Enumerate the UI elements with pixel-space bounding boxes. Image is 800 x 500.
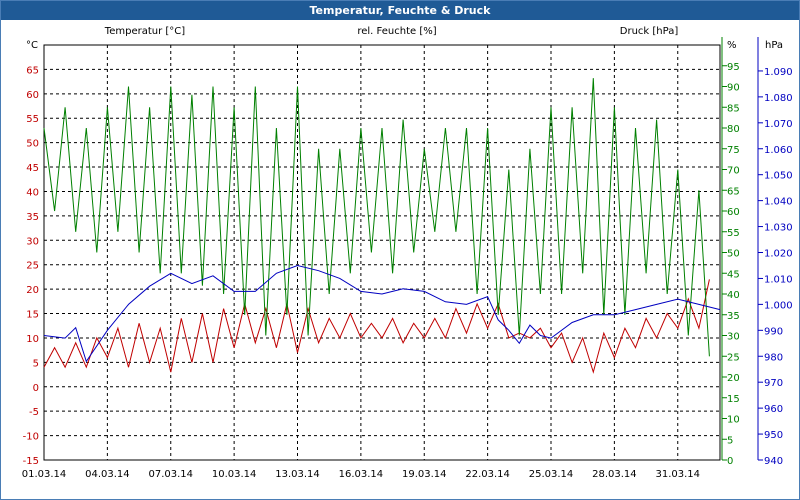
pressure-tick-label: 950 (764, 430, 783, 441)
pressure-tick-label: 980 (764, 352, 783, 363)
pressure-unit: hPa (765, 40, 783, 51)
x-tick-label: 04.03.14 (85, 469, 130, 480)
humidity-tick-label: 60 (727, 207, 740, 218)
pressure-tick-label: 1.010 (764, 274, 793, 285)
pressure-tick-label: 1.030 (764, 223, 793, 234)
pressure-tick-label: 1.020 (764, 249, 793, 260)
humidity-tick-label: 85 (727, 103, 740, 114)
temperature-tick-label: 60 (26, 90, 39, 101)
temperature-tick-label: 25 (26, 261, 39, 272)
humidity-tick-label: 70 (727, 166, 740, 177)
pressure-tick-label: 1.060 (764, 145, 793, 156)
humidity-unit: % (727, 40, 737, 51)
temperature-tick-label: -5 (29, 407, 39, 418)
humidity-tick-label: 0 (727, 456, 733, 467)
humidity-tick-label: 15 (727, 394, 740, 405)
pressure-tick-label: 1.000 (764, 300, 793, 311)
humidity-tick-label: 10 (727, 415, 740, 426)
pressure-tick-label: 1.040 (764, 197, 793, 208)
humidity-tick-label: 65 (727, 186, 740, 197)
pressure-axis: 940 950 960 970 980 990 1.000 1.010 1.020 1.030 1.… (757, 37, 793, 467)
pressure-tick-label: 1.090 (764, 67, 793, 78)
x-tick-label: 13.03.14 (275, 469, 320, 480)
axis-titles: Temperatur [°C] rel. Feuchte [%] Druck [… (26, 26, 783, 51)
temperature-unit: °C (26, 40, 38, 51)
temperature-tick-label: 20 (26, 285, 39, 296)
temperature-tick-label: -15 (23, 456, 39, 467)
temperature-tick-label: 5 (33, 358, 39, 369)
temperature-tick-label: 50 (26, 139, 39, 150)
humidity-tick-label: 30 (727, 332, 740, 343)
pressure-tick-label: 940 (764, 456, 783, 467)
x-axis: 01.03.14 04.03.14 07.03.14 10.03.14 13.03.14… (22, 469, 700, 480)
series-group (43, 78, 721, 374)
humidity-line (43, 78, 710, 357)
humidity-tick-label: 95 (727, 62, 740, 73)
temperature-tick-label: 10 (26, 334, 39, 345)
grid (43, 44, 721, 461)
x-tick-label: 01.03.14 (22, 469, 67, 480)
temperature-tick-label: -10 (23, 432, 39, 443)
x-tick-label: 07.03.14 (148, 469, 193, 480)
x-tick-label: 19.03.14 (402, 469, 447, 480)
humidity-tick-label: 5 (727, 435, 733, 446)
humidity-tick-label: 90 (727, 83, 740, 94)
temperature-tick-label: 15 (26, 310, 39, 321)
x-tick-label: 28.03.14 (592, 469, 637, 480)
pressure-tick-label: 960 (764, 404, 783, 415)
humidity-tick-label: 40 (727, 290, 740, 301)
x-tick-label: 22.03.14 (465, 469, 510, 480)
humidity-tick-label: 80 (727, 124, 740, 135)
temperature-tick-label: 0 (33, 383, 39, 394)
humidity-tick-label: 45 (727, 269, 740, 280)
x-tick-label: 10.03.14 (212, 469, 257, 480)
humidity-tick-label: 25 (727, 352, 740, 363)
temperature-axis-title: Temperatur [°C] (104, 26, 185, 37)
temperature-axis: -15 -10 -5 0 5 10 15 20 25 30 35 40 45 50 55 60 65 (23, 65, 39, 467)
pressure-tick-label: 970 (764, 378, 783, 389)
temperature-tick-label: 30 (26, 236, 39, 247)
x-tick-label: 31.03.14 (655, 469, 700, 480)
pressure-line (43, 264, 721, 363)
pressure-tick-label: 1.070 (764, 119, 793, 130)
humidity-tick-label: 50 (727, 249, 740, 260)
humidity-tick-label: 20 (727, 373, 740, 384)
humidity-tick-label: 55 (727, 228, 740, 239)
humidity-axis-title: rel. Feuchte [%] (357, 26, 436, 37)
humidity-tick-label: 75 (727, 145, 740, 156)
humidity-tick-label: 35 (727, 311, 740, 322)
pressure-tick-label: 990 (764, 326, 783, 337)
humidity-axis: 0 5 10 15 20 25 30 35 40 45 50 55 60 65 70 75 80 85 90 95 (721, 37, 740, 467)
temperature-tick-label: 40 (26, 187, 39, 198)
pressure-axis-title: Druck [hPa] (620, 26, 679, 37)
pressure-tick-label: 1.050 (764, 171, 793, 182)
temperature-tick-label: 45 (26, 163, 39, 174)
temperature-tick-label: 55 (26, 114, 39, 125)
temperature-tick-label: 35 (26, 212, 39, 223)
temperature-line (43, 279, 710, 374)
temperature-tick-label: 65 (26, 65, 39, 76)
x-tick-label: 25.03.14 (529, 469, 574, 480)
x-tick-label: 16.03.14 (339, 469, 384, 480)
window-title: Temperatur, Feuchte & Druck (1, 1, 799, 20)
pressure-tick-label: 1.080 (764, 93, 793, 104)
plot-frame (43, 44, 721, 461)
